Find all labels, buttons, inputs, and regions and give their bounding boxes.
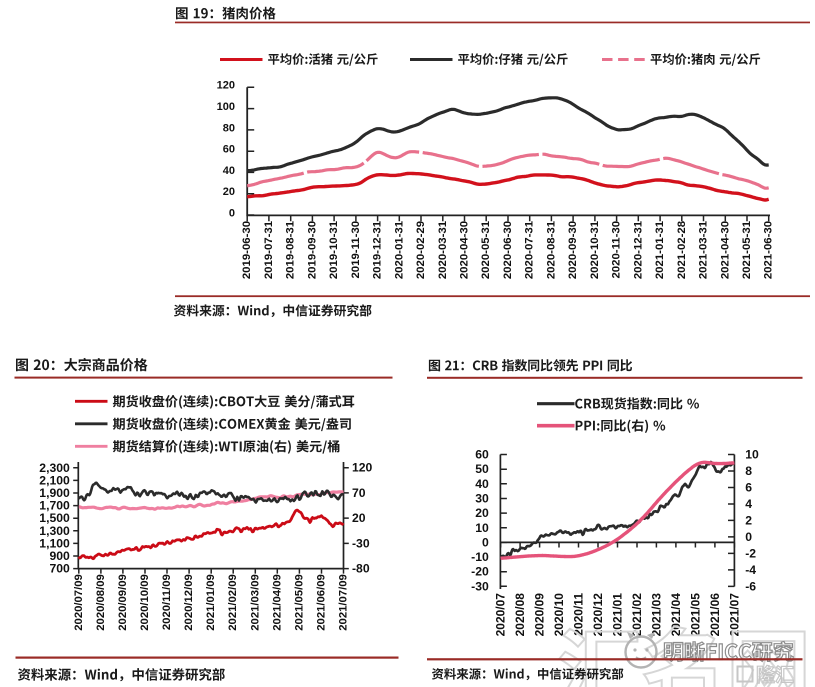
svg-text:2021/03/09: 2021/03/09 [249, 574, 261, 631]
svg-text:2,100: 2,100 [39, 473, 70, 487]
svg-text:2019-08-31: 2019-08-31 [285, 220, 297, 279]
svg-text:8: 8 [745, 464, 752, 478]
svg-text:2020/12/09: 2020/12/09 [183, 574, 195, 631]
svg-text:-20: -20 [471, 565, 489, 579]
svg-text:2020/07/09: 2020/07/09 [73, 574, 85, 631]
svg-text:2021/04: 2021/04 [669, 593, 683, 637]
svg-text:2020-11-30: 2020-11-30 [611, 221, 623, 279]
svg-text:2021/05/09: 2021/05/09 [293, 574, 305, 631]
svg-text:0: 0 [745, 530, 752, 544]
svg-text:2021/02: 2021/02 [630, 593, 644, 637]
svg-text:2021/05: 2021/05 [688, 593, 702, 637]
svg-text:-30: -30 [352, 536, 370, 550]
svg-text:2: 2 [745, 513, 752, 527]
svg-text:-10: -10 [471, 550, 489, 564]
svg-text:2019-07-31: 2019-07-31 [263, 220, 275, 279]
svg-text:20: 20 [352, 511, 366, 525]
svg-text:120: 120 [217, 80, 235, 92]
svg-text:2021/01: 2021/01 [611, 593, 625, 637]
svg-text:2019-09-30: 2019-09-30 [306, 221, 318, 279]
svg-text:2020-12-31: 2020-12-31 [632, 220, 644, 279]
svg-text:2020/11: 2020/11 [572, 593, 586, 636]
svg-text:-4: -4 [745, 563, 756, 577]
svg-text:2020-10-31: 2020-10-31 [589, 220, 601, 279]
svg-text:2021-03-31: 2021-03-31 [698, 220, 710, 279]
svg-text:2,300: 2,300 [39, 461, 70, 475]
svg-text:40: 40 [223, 165, 235, 177]
svg-text:6: 6 [745, 481, 752, 495]
svg-text:2021/07/09: 2021/07/09 [338, 574, 350, 631]
svg-text:-80: -80 [352, 562, 370, 576]
svg-text:2020/11/09: 2020/11/09 [161, 574, 173, 630]
svg-text:2020-03-31: 2020-03-31 [437, 220, 449, 279]
svg-text:2019-11-30: 2019-11-30 [350, 221, 362, 279]
svg-text:1,100: 1,100 [39, 536, 70, 550]
svg-text:10: 10 [745, 448, 759, 462]
svg-text:2020/10: 2020/10 [552, 593, 566, 637]
svg-text:1,700: 1,700 [39, 499, 70, 513]
svg-text:2021/06: 2021/06 [708, 593, 722, 637]
svg-text:2020/07: 2020/07 [494, 593, 508, 637]
svg-text:2021-02-28: 2021-02-28 [676, 221, 688, 279]
svg-text:2020/09: 2020/09 [533, 593, 547, 637]
svg-text:2019-12-31: 2019-12-31 [372, 220, 384, 279]
svg-text:2020/12: 2020/12 [591, 593, 605, 637]
svg-text:2021/01/09: 2021/01/09 [205, 574, 217, 631]
svg-text:70: 70 [352, 486, 366, 500]
svg-text:2020-04-30: 2020-04-30 [459, 221, 471, 279]
svg-text:2019-10-31: 2019-10-31 [328, 220, 340, 279]
svg-text:1,300: 1,300 [39, 524, 70, 538]
svg-text:2021/03: 2021/03 [649, 593, 663, 637]
svg-text:50: 50 [475, 462, 489, 476]
svg-text:-6: -6 [745, 579, 756, 593]
svg-text:30: 30 [475, 492, 489, 506]
svg-text:40: 40 [475, 477, 489, 491]
svg-text:2021/02/09: 2021/02/09 [227, 574, 239, 631]
svg-text:2021-01-31: 2021-01-31 [654, 220, 666, 279]
svg-text:700: 700 [49, 562, 70, 576]
svg-text:2020-09-30: 2020-09-30 [567, 221, 579, 279]
svg-text:10: 10 [475, 521, 489, 535]
svg-text:2020/08: 2020/08 [513, 593, 527, 637]
svg-text:2019-06-30: 2019-06-30 [241, 221, 253, 279]
svg-text:2021/07: 2021/07 [727, 593, 741, 637]
svg-text:2020-07-31: 2020-07-31 [524, 220, 536, 279]
svg-text:120: 120 [352, 461, 373, 475]
svg-text:2021-04-30: 2021-04-30 [719, 221, 731, 279]
svg-text:2020-08-31: 2020-08-31 [545, 220, 557, 279]
svg-text:2020-02-29: 2020-02-29 [415, 221, 427, 279]
svg-text:2021-06-30: 2021-06-30 [763, 221, 775, 279]
svg-text:-30: -30 [471, 579, 489, 593]
svg-text:2021/04/09: 2021/04/09 [271, 574, 283, 631]
svg-text:100: 100 [217, 101, 235, 113]
svg-text:2021/06/09: 2021/06/09 [316, 574, 328, 631]
svg-text:0: 0 [482, 535, 489, 549]
svg-text:2020-01-31: 2020-01-31 [393, 220, 405, 279]
svg-text:80: 80 [223, 122, 235, 134]
svg-text:2020/10/09: 2020/10/09 [139, 574, 151, 631]
svg-text:1,900: 1,900 [39, 486, 70, 500]
svg-text:0: 0 [229, 207, 235, 219]
svg-text:1,500: 1,500 [39, 511, 70, 525]
svg-text:2020/08/09: 2020/08/09 [95, 574, 107, 631]
svg-text:-2: -2 [745, 546, 756, 560]
svg-text:60: 60 [475, 448, 489, 462]
svg-text:20: 20 [223, 186, 235, 198]
svg-text:20: 20 [475, 506, 489, 520]
svg-text:4: 4 [745, 497, 752, 511]
svg-text:2020/09/09: 2020/09/09 [117, 574, 129, 631]
svg-text:2021-05-31: 2021-05-31 [741, 220, 753, 279]
svg-text:2020-06-30: 2020-06-30 [502, 221, 514, 279]
svg-text:900: 900 [49, 549, 70, 563]
svg-text:60: 60 [223, 144, 235, 156]
svg-text:2020-05-31: 2020-05-31 [480, 220, 492, 279]
